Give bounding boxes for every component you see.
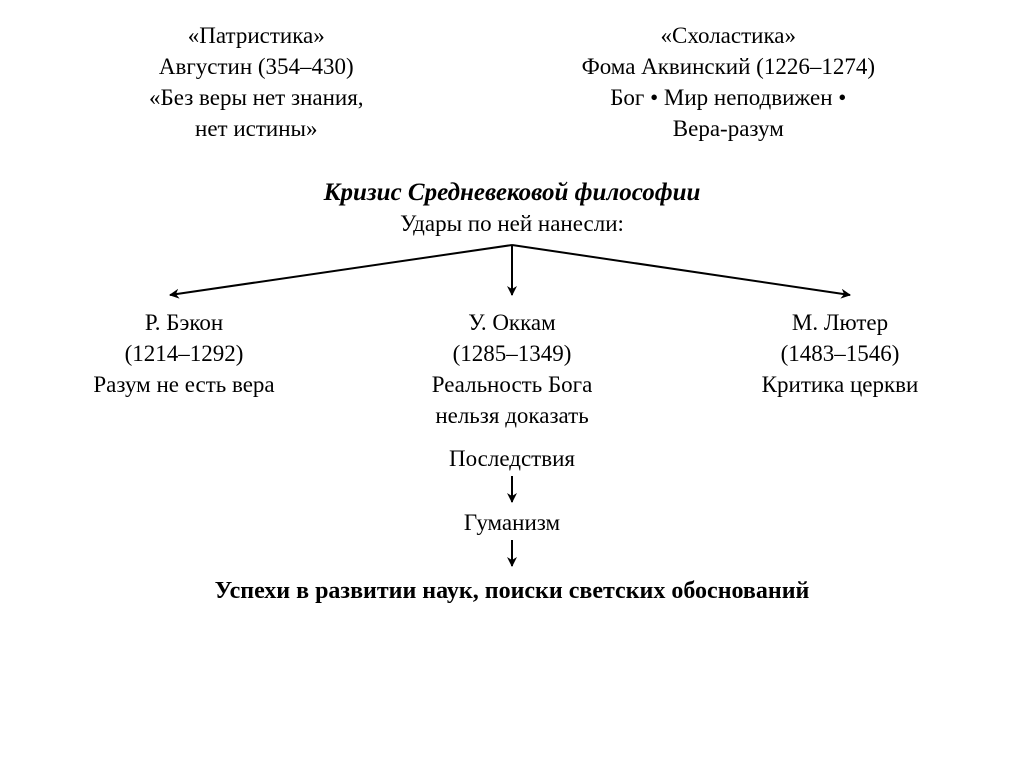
down-arrow-1 [0, 472, 1024, 510]
scholastics-idea-2: Вера-разум [582, 113, 875, 144]
ockham-name: У. Оккам [355, 307, 670, 338]
ockham-dates: (1285–1349) [355, 338, 670, 369]
scholastics-block: «Схоластика» Фома Аквинский (1226–1274) … [582, 20, 875, 144]
down-arrow-2 [0, 536, 1024, 574]
patristics-quote-1: «Без веры нет знания, [149, 82, 364, 113]
patristics-title: «Патристика» [149, 20, 364, 51]
vertical-flow: Последствия Гуманизм [0, 446, 1024, 574]
crisis-section: Кризис Средневековой философии Удары по … [0, 179, 1024, 237]
luther-block: М. Лютер (1483–1546) Критика церкви [683, 307, 998, 431]
scholastics-title: «Схоластика» [582, 20, 875, 51]
luther-dates: (1483–1546) [683, 338, 998, 369]
final-conclusion: Успехи в развитии наук, поиски светских … [0, 578, 1024, 605]
top-row: «Патристика» Августин (354–430) «Без вер… [0, 0, 1024, 154]
patristics-quote-2: нет истины» [149, 113, 364, 144]
humanism-label: Гуманизм [0, 510, 1024, 536]
bacon-block: Р. Бэкон (1214–1292) Разум не есть вера [27, 307, 342, 431]
ockham-idea-2: нельзя доказать [355, 400, 670, 431]
three-way-arrows [0, 237, 1024, 307]
crisis-subtitle: Удары по ней нанесли: [0, 211, 1024, 237]
luther-name: М. Лютер [683, 307, 998, 338]
scholastics-idea-1: Бог • Мир неподвижен • [582, 82, 875, 113]
ockham-block: У. Оккам (1285–1349) Реальность Бога нел… [355, 307, 670, 431]
patristics-block: «Патристика» Августин (354–430) «Без вер… [149, 20, 364, 144]
scholastics-author: Фома Аквинский (1226–1274) [582, 51, 875, 82]
ockham-idea-1: Реальность Бога [355, 369, 670, 400]
thinkers-row: Р. Бэкон (1214–1292) Разум не есть вера … [0, 307, 1024, 431]
bacon-dates: (1214–1292) [27, 338, 342, 369]
bacon-name: Р. Бэкон [27, 307, 342, 338]
consequences-label: Последствия [0, 446, 1024, 472]
luther-idea: Критика церкви [683, 369, 998, 400]
bacon-idea: Разум не есть вера [27, 369, 342, 400]
crisis-title: Кризис Средневековой философии [0, 179, 1024, 207]
patristics-author: Августин (354–430) [149, 51, 364, 82]
